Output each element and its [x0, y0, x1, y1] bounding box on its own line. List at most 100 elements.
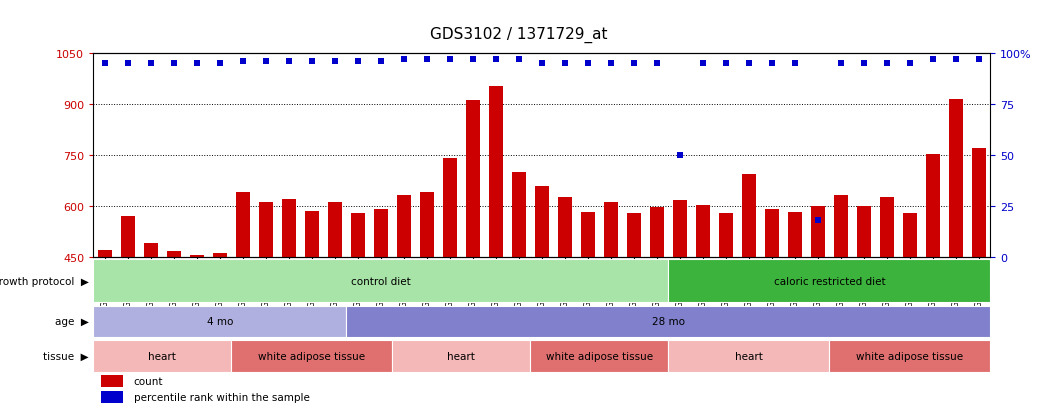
Point	[948, 57, 964, 63]
Bar	[949, 100, 962, 257]
Point	[166, 61, 183, 67]
Point	[189, 61, 205, 67]
Bar	[282, 200, 296, 257]
Bar	[581, 213, 595, 257]
Bar	[259, 202, 273, 257]
Text: heart: heart	[735, 351, 763, 361]
Bar	[328, 202, 342, 257]
Bar	[830, 340, 990, 372]
Bar	[167, 252, 180, 257]
Bar	[880, 198, 894, 257]
Bar	[788, 213, 802, 257]
Point	[557, 61, 573, 67]
Point	[856, 61, 872, 67]
Point	[901, 61, 918, 67]
Bar	[97, 251, 112, 257]
Point	[465, 57, 481, 63]
Bar	[213, 253, 227, 257]
Point	[971, 57, 987, 63]
Bar	[857, 206, 871, 257]
Bar	[972, 149, 986, 257]
Point	[327, 59, 343, 65]
Bar	[903, 213, 917, 257]
Bar	[673, 200, 686, 257]
Bar	[668, 259, 990, 303]
Point	[349, 59, 366, 65]
Point	[878, 61, 895, 67]
Point	[281, 59, 298, 65]
Text: heart: heart	[148, 351, 176, 361]
Bar	[144, 244, 158, 257]
Text: growth protocol  ▶: growth protocol ▶	[0, 276, 89, 286]
Bar	[530, 340, 668, 372]
Point	[580, 61, 596, 67]
Bar	[926, 155, 940, 257]
Point	[763, 61, 780, 67]
Text: white adipose tissue: white adipose tissue	[258, 351, 365, 361]
Text: tissue  ▶: tissue ▶	[44, 351, 89, 361]
Bar	[93, 340, 231, 372]
Point	[648, 61, 665, 67]
Bar	[741, 174, 756, 257]
Bar	[604, 202, 618, 257]
Bar	[101, 375, 123, 387]
Bar	[236, 193, 250, 257]
Bar	[346, 306, 990, 337]
Bar	[765, 209, 779, 257]
Bar	[101, 391, 123, 403]
Point	[833, 61, 849, 67]
Text: white adipose tissue: white adipose tissue	[857, 351, 963, 361]
Bar	[305, 211, 318, 257]
Point	[510, 57, 527, 63]
Bar	[231, 340, 392, 372]
Text: percentile rank within the sample: percentile rank within the sample	[134, 392, 310, 402]
Point	[212, 61, 228, 67]
Bar	[696, 206, 709, 257]
Bar	[627, 214, 641, 257]
Text: heart: heart	[447, 351, 475, 361]
Text: caloric restricted diet: caloric restricted diet	[774, 276, 886, 286]
Bar	[668, 340, 830, 372]
Point	[142, 61, 159, 67]
Text: control diet: control diet	[351, 276, 411, 286]
Point	[372, 59, 389, 65]
Bar	[811, 206, 824, 257]
Point	[487, 57, 504, 63]
Point	[625, 61, 642, 67]
Point	[695, 61, 711, 67]
Point	[786, 61, 803, 67]
Point	[740, 61, 757, 67]
Bar	[121, 217, 135, 257]
Point	[96, 61, 113, 67]
Point	[810, 218, 826, 224]
Bar	[535, 186, 549, 257]
Point	[304, 59, 320, 65]
Bar	[488, 87, 503, 257]
Point	[925, 57, 942, 63]
Bar	[466, 100, 480, 257]
Bar	[443, 158, 456, 257]
Point	[672, 152, 689, 159]
Bar	[512, 173, 526, 257]
Bar	[374, 210, 388, 257]
Text: GDS3102 / 1371729_at: GDS3102 / 1371729_at	[429, 27, 608, 43]
Text: 28 mo: 28 mo	[652, 317, 684, 327]
Bar	[397, 195, 411, 257]
Bar	[190, 256, 203, 257]
Bar	[392, 340, 530, 372]
Point	[119, 61, 136, 67]
Point	[602, 61, 619, 67]
Point	[718, 61, 734, 67]
Bar	[650, 207, 664, 257]
Text: 4 mo: 4 mo	[206, 317, 233, 327]
Point	[533, 61, 550, 67]
Bar	[93, 259, 668, 303]
Point	[395, 57, 412, 63]
Point	[257, 59, 274, 65]
Text: age  ▶: age ▶	[55, 317, 89, 327]
Bar	[834, 195, 847, 257]
Bar	[93, 306, 346, 337]
Point	[419, 57, 436, 63]
Text: white adipose tissue: white adipose tissue	[545, 351, 653, 361]
Text: count: count	[134, 377, 163, 387]
